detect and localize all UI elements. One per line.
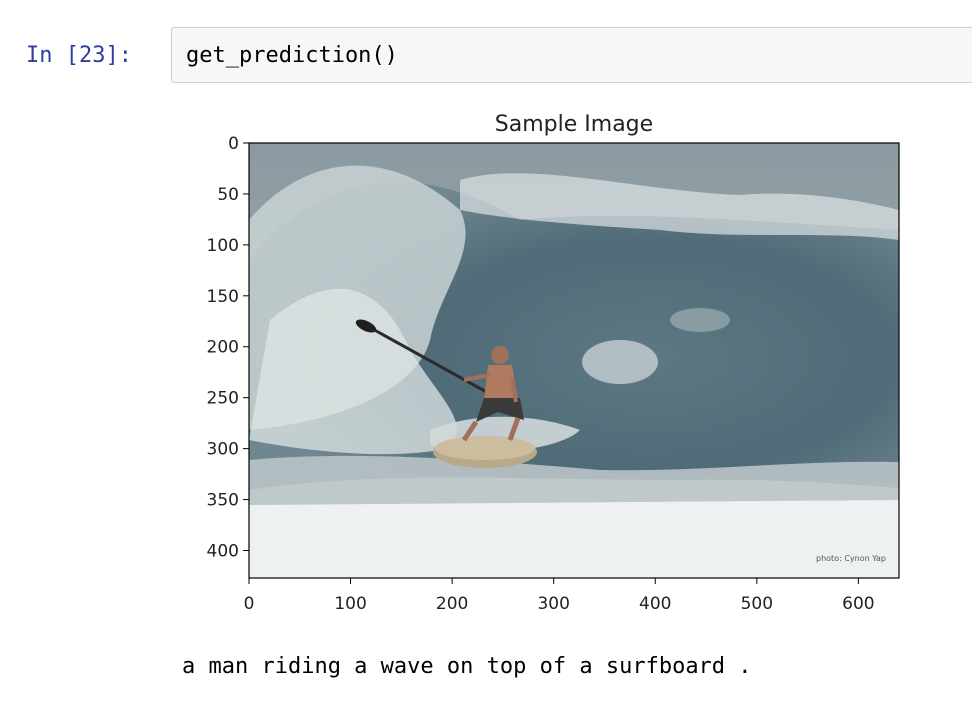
output-figure: Sample Image photo: Cynon Yap 0 50 100 150 2… xyxy=(207,112,900,614)
x-tick-label: 600 xyxy=(842,594,874,614)
y-tick-label: 100 xyxy=(207,236,239,256)
y-tick-label: 300 xyxy=(207,440,239,460)
x-tick-label: 500 xyxy=(741,594,773,614)
plot-frame xyxy=(248,142,900,579)
x-tick-label: 300 xyxy=(537,594,569,614)
y-axis: 0 50 100 150 200 250 300 350 400 xyxy=(207,134,249,561)
y-tick-label: 250 xyxy=(207,389,239,409)
x-tick-label: 400 xyxy=(639,594,671,614)
y-tick-label: 200 xyxy=(207,338,239,358)
sample-image xyxy=(249,143,899,578)
x-tick-label: 0 xyxy=(244,594,255,614)
y-tick-label: 400 xyxy=(207,541,239,561)
x-axis: 0 100 200 300 400 500 600 xyxy=(244,578,875,614)
x-tick-label: 100 xyxy=(334,594,366,614)
input-prompt: In [23]: xyxy=(26,43,132,68)
y-tick-label: 350 xyxy=(207,491,239,511)
image-watermark: photo: Cynon Yap xyxy=(816,554,886,563)
figure-title: Sample Image xyxy=(495,112,653,137)
x-tick-label: 200 xyxy=(436,594,468,614)
code-text: get_prediction() xyxy=(186,43,398,68)
y-tick-label: 0 xyxy=(228,134,239,154)
prediction-caption: a man riding a wave on top of a surfboar… xyxy=(182,654,752,679)
code-cell-input[interactable]: get_prediction() xyxy=(171,27,972,83)
y-tick-label: 50 xyxy=(217,185,239,205)
y-tick-label: 150 xyxy=(207,287,239,307)
